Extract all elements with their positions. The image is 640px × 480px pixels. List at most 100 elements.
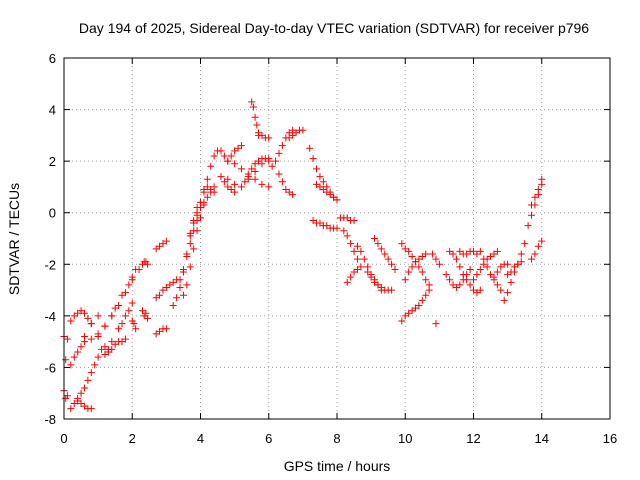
data-point [353, 255, 361, 263]
data-point [183, 281, 191, 289]
y-tick-label: -6 [44, 360, 56, 375]
data-point [193, 209, 201, 217]
data-point [507, 268, 515, 276]
data-point [381, 250, 389, 258]
data-point [272, 157, 280, 165]
data-point [210, 188, 218, 196]
data-point [343, 232, 351, 240]
data-point [224, 157, 232, 165]
data-point [289, 191, 297, 199]
data-point [521, 240, 529, 248]
data-point [186, 240, 194, 248]
data-point [77, 389, 85, 397]
data-point [398, 317, 406, 325]
data-point [435, 260, 443, 268]
data-point [87, 335, 95, 343]
data-point [408, 253, 416, 261]
data-point [278, 142, 286, 150]
data-point [432, 320, 440, 328]
data-point [125, 307, 133, 315]
x-axis-label: GPS time / hours [284, 458, 391, 474]
y-axis-label: SDTVAR / TECUs [6, 183, 22, 295]
data-point [429, 250, 437, 258]
data-point [121, 335, 129, 343]
data-point [415, 302, 423, 310]
data-point [364, 268, 372, 276]
data-point [347, 240, 355, 248]
data-point [524, 222, 532, 230]
data-point [405, 268, 413, 276]
data-point [144, 314, 152, 322]
data-point [350, 216, 358, 224]
data-point [94, 312, 102, 320]
data-point [528, 211, 536, 219]
data-points [60, 98, 546, 413]
data-point [169, 302, 177, 310]
data-point [319, 178, 327, 186]
data-point [227, 152, 235, 160]
data-point [67, 361, 75, 369]
data-point [197, 198, 204, 206]
data-point [248, 98, 256, 106]
data-point [493, 281, 501, 289]
data-point [118, 320, 126, 328]
data-point [253, 121, 261, 129]
data-point [534, 186, 542, 194]
data-point [186, 263, 194, 271]
data-point [493, 268, 501, 276]
data-point [388, 286, 396, 294]
data-point [405, 247, 413, 255]
data-point [466, 281, 474, 289]
data-point [275, 149, 283, 157]
data-point [449, 250, 457, 258]
y-tick-label: -4 [44, 309, 56, 324]
data-point [200, 186, 208, 194]
data-point [504, 260, 512, 268]
data-point [237, 165, 245, 173]
data-point [70, 353, 78, 361]
y-tick-label: -2 [44, 257, 56, 272]
data-point [63, 392, 71, 400]
data-point [538, 237, 546, 245]
data-point [108, 345, 116, 353]
data-point [74, 348, 82, 356]
data-point [265, 134, 273, 142]
data-point [401, 276, 409, 284]
data-point [333, 196, 341, 204]
data-point [275, 170, 283, 178]
chart-title: Day 194 of 2025, Sidereal Day-to-day VTE… [79, 20, 589, 36]
data-point [186, 229, 194, 237]
data-point [452, 255, 460, 263]
x-tick-label: 14 [535, 431, 549, 446]
data-point [144, 260, 152, 268]
data-point [531, 250, 539, 258]
data-point [156, 291, 164, 299]
x-tick-label: 12 [466, 431, 480, 446]
data-point [251, 175, 259, 183]
data-point [176, 283, 184, 291]
data-point [80, 309, 88, 317]
data-point [446, 276, 454, 284]
data-point [67, 405, 75, 413]
data-point [94, 353, 102, 361]
x-tick-label: 10 [398, 431, 412, 446]
data-point [340, 227, 348, 235]
data-point [101, 322, 109, 330]
y-tick-label: 2 [49, 154, 56, 169]
data-point [193, 227, 201, 235]
data-point [87, 369, 95, 377]
data-point [210, 152, 218, 160]
data-point [357, 247, 365, 255]
y-tick-labels: -8 -6 -4 -2 0 2 4 6 [44, 51, 56, 427]
axis-ticks [63, 57, 611, 420]
data-point [353, 242, 361, 250]
data-point [528, 201, 536, 209]
data-point [220, 152, 228, 160]
data-point [299, 126, 307, 134]
data-point [528, 255, 536, 263]
data-point [121, 312, 129, 320]
data-point [258, 180, 266, 188]
data-point [173, 294, 181, 302]
data-point [237, 142, 245, 150]
data-point [224, 175, 232, 183]
